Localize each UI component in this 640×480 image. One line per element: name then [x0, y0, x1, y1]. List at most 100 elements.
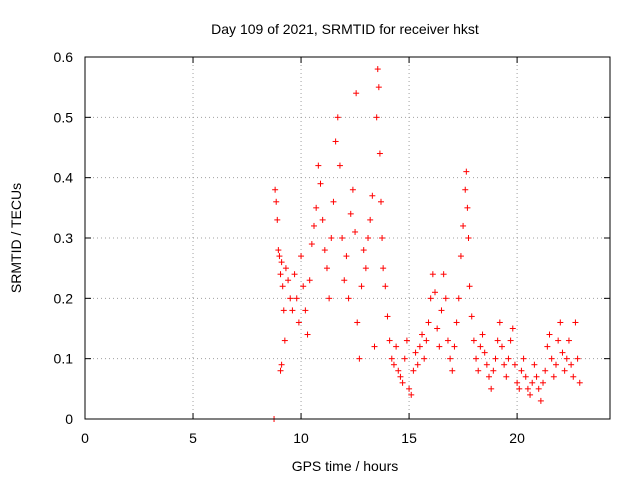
data-point	[447, 355, 454, 362]
data-point	[494, 337, 501, 344]
data-point	[278, 259, 285, 266]
data-point	[353, 90, 360, 97]
data-point	[399, 379, 406, 386]
data-point	[501, 361, 508, 368]
data-point	[282, 265, 289, 272]
data-point	[328, 235, 335, 241]
chart-title: Day 109 of 2021, SRMTID for receiver hks…	[211, 21, 479, 37]
data-point	[529, 379, 536, 386]
data-point	[563, 355, 570, 362]
data-point	[466, 283, 473, 290]
data-point	[509, 325, 516, 332]
data-point	[410, 367, 417, 374]
data-point	[438, 307, 445, 314]
data-point	[511, 361, 518, 368]
data-point	[557, 319, 564, 326]
data-point	[475, 367, 482, 374]
plot-border	[84, 56, 611, 420]
data-point	[570, 373, 577, 380]
data-point	[565, 337, 572, 344]
data-point	[388, 355, 395, 362]
data-point	[574, 355, 581, 362]
data-point	[442, 295, 449, 302]
data-point	[432, 289, 438, 296]
data-point	[291, 271, 298, 278]
data-point	[281, 337, 288, 344]
data-point	[453, 319, 460, 326]
data-point	[317, 180, 324, 187]
data-point	[289, 307, 296, 314]
data-point	[406, 385, 413, 392]
data-point	[522, 373, 529, 380]
axis-ticks: 0 0.1 0.2 0.3 0.4 0.5 0.6 0 5 10 15 20	[54, 49, 610, 446]
data-point	[365, 235, 372, 241]
grid-lines	[85, 57, 610, 419]
data-point	[533, 373, 540, 380]
data-point	[380, 265, 387, 272]
data-point	[376, 150, 383, 157]
data-point	[464, 204, 471, 211]
data-point	[403, 337, 410, 344]
data-point	[319, 216, 326, 223]
y-tick-label: 0.5	[54, 109, 74, 125]
data-point	[572, 319, 579, 326]
data-point	[349, 186, 356, 193]
data-point	[429, 271, 436, 278]
data-point	[561, 367, 568, 374]
data-point	[423, 337, 430, 344]
data-point	[277, 367, 284, 374]
data-point	[457, 253, 464, 260]
data-point	[334, 114, 341, 121]
data-point	[356, 355, 363, 362]
data-point	[449, 367, 456, 374]
data-point	[326, 295, 333, 302]
data-point	[323, 265, 330, 272]
data-point	[548, 355, 555, 362]
data-point	[479, 331, 486, 338]
data-point	[503, 373, 510, 380]
data-point	[434, 325, 441, 332]
data-point	[377, 198, 384, 205]
data-point	[360, 247, 367, 254]
data-point	[339, 235, 346, 241]
data-point	[300, 283, 307, 290]
data-point	[531, 361, 538, 368]
data-point	[390, 361, 397, 368]
data-point	[544, 343, 551, 350]
data-point	[465, 235, 472, 241]
data-point	[568, 361, 575, 368]
data-point	[347, 210, 354, 217]
data-point	[384, 313, 391, 320]
data-point	[343, 253, 350, 260]
data-point	[546, 331, 553, 338]
data-point	[354, 319, 361, 326]
data-point	[315, 162, 322, 169]
data-point	[537, 397, 544, 404]
data-point	[535, 385, 542, 392]
data-point	[302, 307, 309, 314]
y-tick-label: 0.6	[54, 49, 74, 65]
data-point	[273, 198, 280, 205]
data-point	[373, 114, 380, 121]
data-point	[397, 373, 404, 380]
data-point	[352, 228, 359, 235]
data-point	[367, 216, 374, 223]
data-point	[293, 295, 300, 302]
data-point	[401, 355, 408, 362]
data-point	[559, 349, 566, 356]
data-point	[576, 379, 583, 386]
data-point	[498, 343, 505, 350]
data-point	[451, 343, 458, 350]
data-point	[416, 343, 423, 350]
data-point	[375, 84, 382, 91]
data-point	[362, 265, 369, 272]
x-tick-label: 10	[293, 430, 309, 446]
data-point	[436, 343, 443, 350]
data-point	[341, 277, 348, 284]
data-point	[285, 277, 292, 284]
data-point	[321, 247, 328, 254]
data-point	[486, 373, 493, 380]
x-tick-label: 15	[401, 430, 417, 446]
data-point	[345, 295, 352, 302]
y-tick-label: 0.3	[54, 230, 74, 246]
